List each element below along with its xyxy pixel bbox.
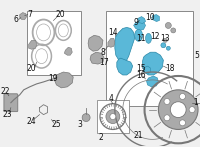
Text: 7: 7 [27, 10, 32, 19]
Text: 18: 18 [166, 64, 175, 73]
Text: 3: 3 [78, 120, 83, 129]
Polygon shape [138, 17, 146, 24]
Circle shape [189, 107, 195, 113]
Polygon shape [90, 52, 104, 64]
Ellipse shape [37, 24, 50, 41]
Polygon shape [29, 40, 37, 49]
Polygon shape [54, 72, 73, 88]
Polygon shape [147, 76, 158, 87]
Text: 8: 8 [101, 48, 105, 57]
Text: 25: 25 [52, 120, 61, 129]
Polygon shape [20, 13, 27, 20]
Text: 12: 12 [151, 32, 160, 41]
FancyBboxPatch shape [27, 11, 81, 75]
Text: 23: 23 [2, 110, 12, 119]
Text: 16: 16 [136, 71, 145, 80]
Ellipse shape [36, 49, 47, 64]
Text: 4: 4 [108, 94, 113, 103]
Ellipse shape [135, 29, 143, 41]
Text: 13: 13 [161, 34, 170, 43]
Circle shape [180, 120, 185, 126]
Circle shape [82, 114, 90, 122]
Text: 15: 15 [136, 64, 145, 73]
Circle shape [110, 114, 116, 120]
Polygon shape [64, 47, 72, 55]
FancyBboxPatch shape [4, 94, 18, 112]
Polygon shape [134, 21, 146, 30]
Polygon shape [152, 15, 159, 21]
Text: 14: 14 [108, 28, 118, 37]
FancyBboxPatch shape [97, 100, 129, 133]
Circle shape [163, 38, 167, 42]
Circle shape [164, 115, 170, 121]
Text: 2: 2 [99, 133, 103, 142]
Circle shape [170, 102, 186, 118]
Circle shape [106, 110, 120, 123]
Polygon shape [88, 35, 103, 51]
Text: 5: 5 [195, 51, 199, 60]
Text: 20: 20 [27, 64, 36, 73]
Text: 21: 21 [134, 131, 143, 140]
Polygon shape [117, 58, 133, 75]
Circle shape [180, 93, 185, 99]
Circle shape [171, 28, 176, 33]
Circle shape [165, 22, 171, 28]
Polygon shape [144, 66, 150, 74]
Circle shape [166, 46, 170, 50]
Text: 20: 20 [56, 10, 65, 19]
Circle shape [164, 98, 170, 105]
Circle shape [158, 90, 198, 130]
Circle shape [161, 43, 166, 48]
Text: 17: 17 [99, 58, 109, 67]
FancyBboxPatch shape [106, 11, 193, 106]
Text: 22: 22 [0, 87, 10, 96]
Text: 11: 11 [136, 34, 145, 43]
Text: 10: 10 [146, 13, 155, 22]
Text: 9: 9 [133, 18, 138, 27]
Polygon shape [115, 27, 135, 62]
Polygon shape [108, 38, 115, 47]
Text: 19: 19 [49, 74, 58, 83]
Text: 1: 1 [194, 98, 198, 107]
Polygon shape [143, 52, 163, 75]
Text: 6: 6 [13, 15, 18, 24]
Ellipse shape [146, 33, 151, 43]
Text: 24: 24 [27, 117, 36, 126]
Ellipse shape [58, 24, 68, 37]
